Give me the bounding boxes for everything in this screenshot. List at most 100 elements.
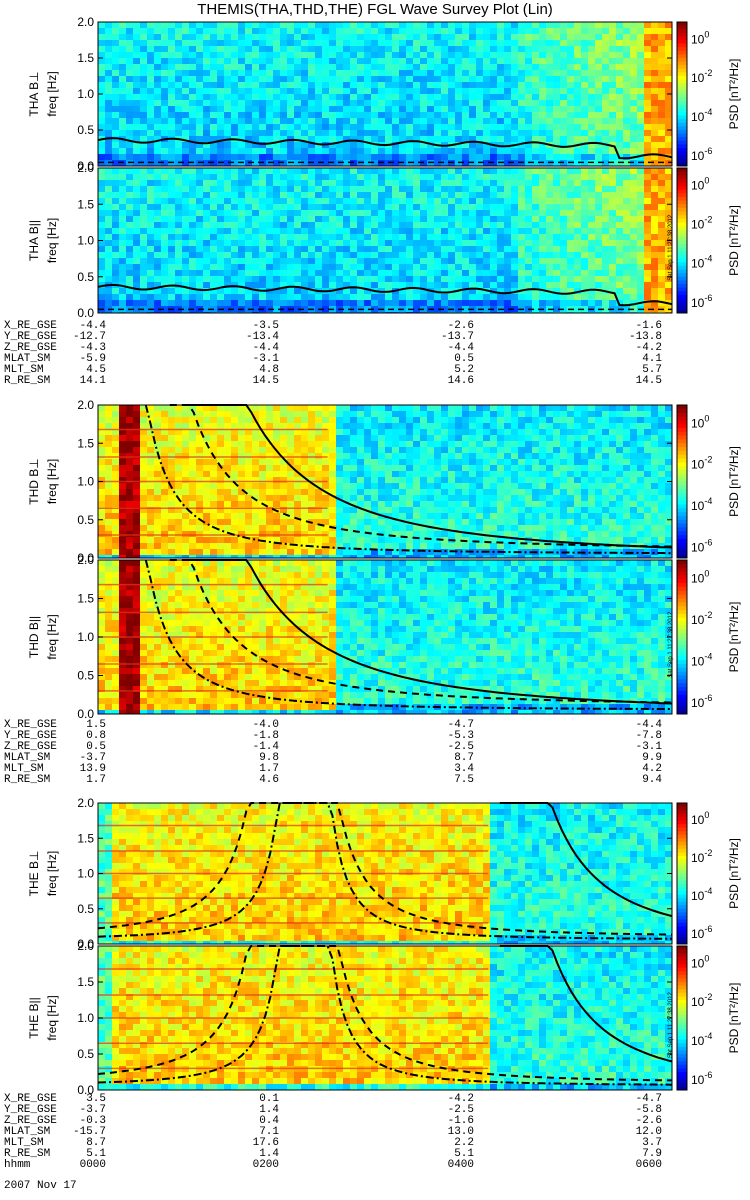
ephemeris-value: -5.3 [447,730,474,742]
ephemeris-value: 2.2 [454,1137,474,1149]
ephemeris-label: R_RE_SM [4,375,51,387]
frequency-curves [97,945,673,1086]
ephemeris-label: hhmm [4,1159,31,1171]
y-tick-label: 1.0 [77,630,94,644]
ephemeris-value: 14.6 [447,375,474,387]
ephemeris-value: -15.7 [72,1126,106,1138]
ephemeris-value: 4.5 [86,364,106,376]
ephemeris-label: Y_RE_GSE [4,331,57,343]
colorbar-label: PSD [nT²/Hz] [727,602,741,673]
ephemeris-value: 4.8 [259,364,279,376]
colorbar-tick: 10-4 [691,1031,712,1048]
ephemeris-value: -4.4 [252,342,279,354]
y-tick-label: 0.0 [77,707,94,721]
colorbar [676,802,688,945]
ephemeris-value: 8.7 [454,752,474,764]
ephemeris-label: R_RE_SM [4,1148,51,1160]
timestamp-stamp: Sat Sep 1 11:27:38 2012 [668,214,674,281]
y-tick-label: 2.0 [77,398,94,412]
ephemeris-value: 4.6 [259,774,279,786]
ephemeris-label: X_RE_GSE [4,320,57,332]
ephemeris-value: -13.7 [440,331,474,343]
y-tick-label: 0.5 [77,270,94,284]
colorbar-label: PSD [nT²/Hz] [727,983,741,1054]
spectrogram-panel-thd-par [98,560,672,714]
y-tick-label: 1.5 [77,51,94,65]
ephemeris-table-thd: X_RE_GSE 1.5 -4.0 -4.7 -4.4 Y_RE_GSE 0.8 -1.8 -5… [4,720,744,800]
ephemeris-value: 14.5 [635,375,662,387]
colorbar-tick: 10-2 [691,68,712,85]
y-tick-label: 0.5 [77,513,94,527]
ephemeris-label: MLT_SM [4,763,44,775]
ephemeris-value: -4.2 [447,1093,474,1105]
ephemeris-value: 14.1 [79,375,106,387]
ephemeris-label: Z_RE_GSE [4,342,57,354]
colorbar-tick: 10-2 [691,610,712,627]
freq-axis-label: freq [Hz] [45,218,59,263]
ephemeris-value: -3.7 [79,752,106,764]
colorbar-tick: 10-4 [691,652,712,669]
ephemeris-value: -3.7 [79,1104,106,1116]
ephemeris-value: 12.0 [635,1126,662,1138]
ephemeris-label: X_RE_GSE [4,719,57,731]
colorbar [676,559,688,715]
ephemeris-value: -4.2 [635,342,662,354]
y-tick-label: 2.0 [77,939,94,953]
timestamp-stamp: Sat Sep 1 11:27:38 2012 [668,992,674,1059]
ephemeris-value: -4.3 [79,342,106,354]
ephemeris-value: -3.5 [252,320,279,332]
ephemeris-value: 3.7 [642,1137,662,1149]
figure-title: THEMIS(THA,THD,THE) FGL Wave Survey Plot… [197,1,553,18]
frequency-curves [97,283,673,311]
colorbar-tick: 100 [691,568,709,585]
panel-label: THD B|| [27,616,41,658]
ephemeris-value: 1.4 [259,1148,279,1160]
y-tick-label: 1.5 [77,436,94,450]
ephemeris-value: 3.4 [454,763,474,775]
frequency-curves [144,559,673,710]
colorbar-tick: 10-4 [691,886,712,903]
ephemeris-value: -13.8 [628,331,662,343]
colorbar [676,21,688,167]
ephemeris-value: -1.6 [635,320,662,332]
colorbar-tick: 10-2 [691,848,712,865]
ephemeris-label: MLT_SM [4,1137,44,1149]
y-tick-label: 0.5 [77,1047,94,1061]
panel-label: THE B|| [27,997,41,1039]
frequency-curves [144,404,673,555]
ephemeris-value: 13.0 [447,1126,474,1138]
y-tick-label: 0.0 [77,551,94,565]
ephemeris-value: -1.6 [447,1115,474,1127]
colorbar-tick: 10-2 [691,455,712,472]
colorbar-tick: 10-4 [691,496,712,513]
ephemeris-label: MLAT_SM [4,752,51,764]
ephemeris-value: -1.8 [252,730,279,742]
colorbar-tick: 10-6 [691,146,712,163]
freq-axis-label: freq [Hz] [45,851,59,896]
y-tick-label: 1.0 [77,87,94,101]
ephemeris-value: 7.9 [642,1148,662,1160]
ephemeris-value: 0000 [79,1159,106,1171]
colorbar-tick: 10-6 [691,293,712,310]
ephemeris-value: -4.4 [635,719,662,731]
ephemeris-label: MLAT_SM [4,353,51,365]
ephemeris-value: -2.5 [447,741,474,753]
colorbar [676,945,688,1091]
colorbar-tick: 10-6 [691,1070,712,1087]
y-tick-label: 1.5 [77,197,94,211]
ephemeris-value: -4.4 [79,320,106,332]
y-tick-label: 1.0 [77,234,94,248]
colorbar-tick: 10-2 [691,992,712,1009]
ephemeris-value: 3.5 [86,1093,106,1105]
ephemeris-table-tha: X_RE_GSE -4.4 -3.5 -2.6 -1.6 Y_RE_GSE -12.7 -13… [4,321,744,401]
ephemeris-value: 1.5 [86,719,106,731]
y-tick-label: 1.5 [77,975,94,989]
ephemeris-value: 0.4 [259,1115,279,1127]
y-tick-label: 2.0 [77,161,94,175]
panel-label: THE B⊥ [27,851,41,897]
ephemeris-table-the: X_RE_GSE 3.5 0.1 -4.2 -4.7 Y_RE_GSE -3.7 1.4 -2.… [4,1094,744,1184]
ephemeris-value: -12.7 [72,331,106,343]
spectrogram-panel-the-par [98,946,672,1090]
ephemeris-value: 7.5 [454,774,474,786]
